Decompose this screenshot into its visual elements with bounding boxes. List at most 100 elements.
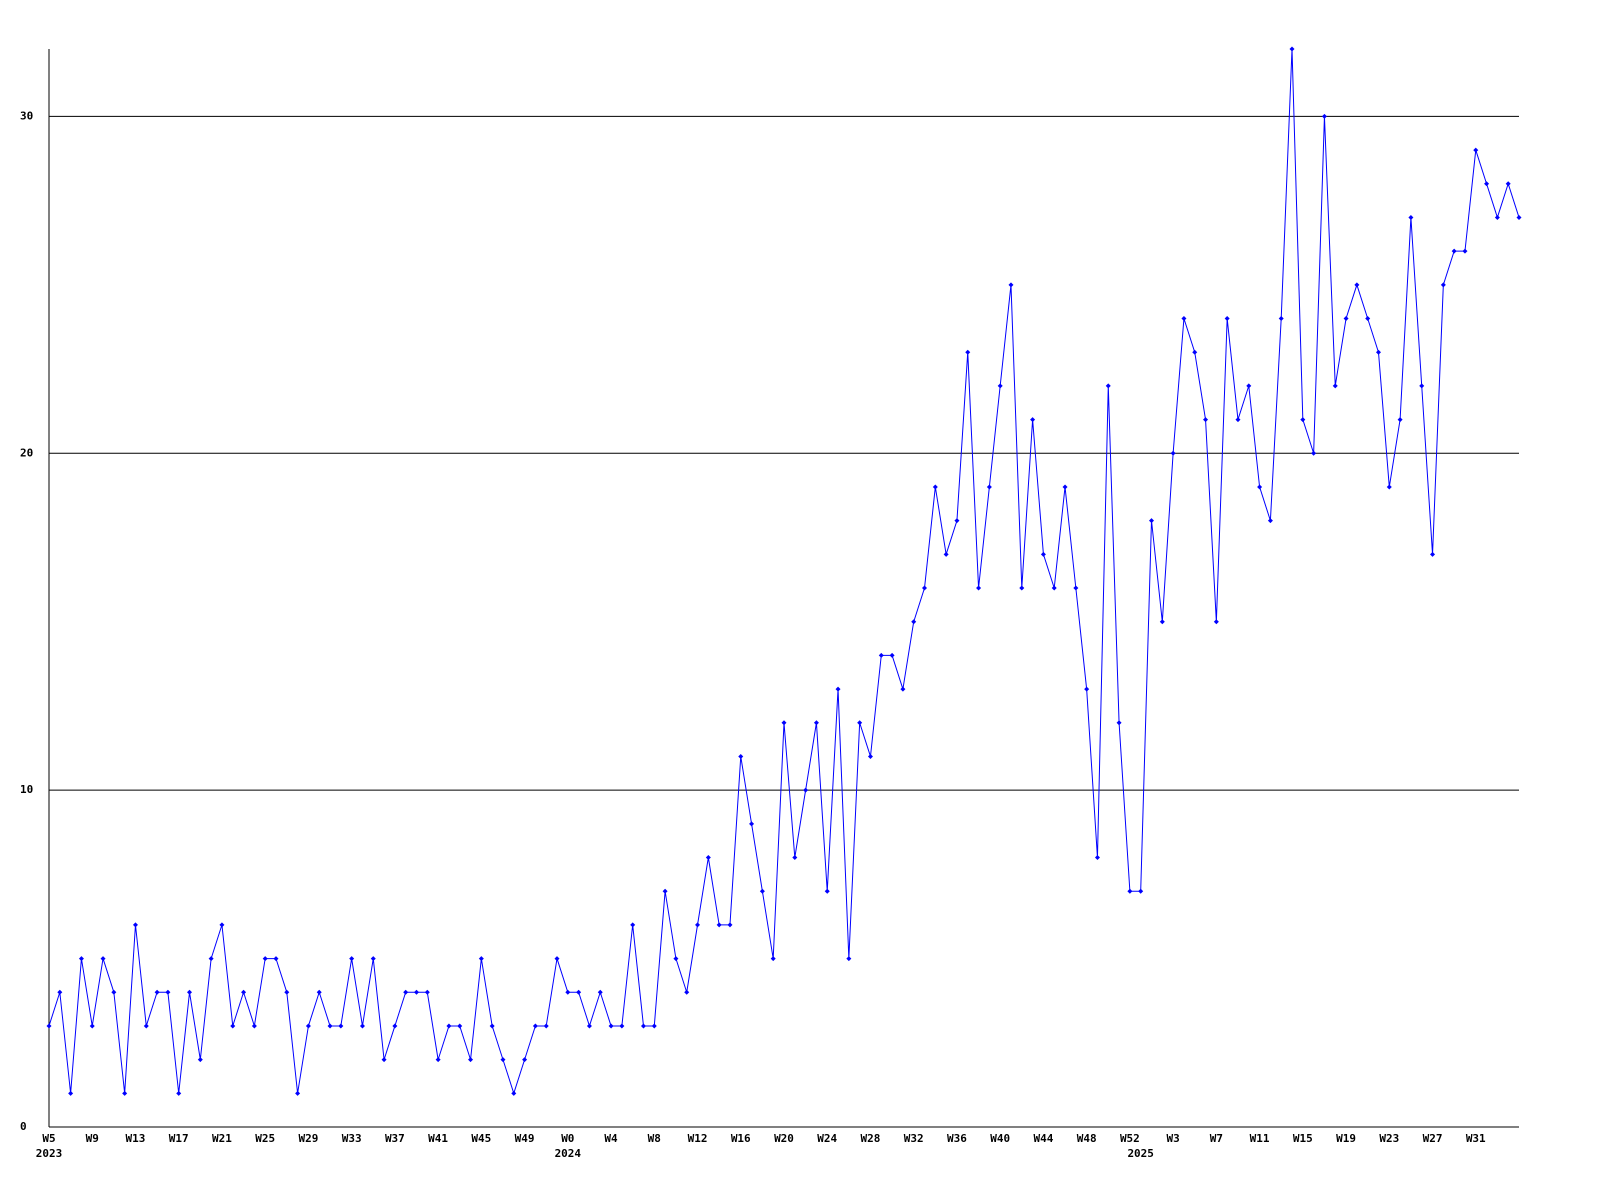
data-point: [1062, 484, 1068, 490]
data-point: [889, 652, 895, 658]
data-point: [1267, 518, 1273, 524]
data-point: [1419, 383, 1425, 389]
data-point: [900, 686, 906, 692]
y-tick-label: 10: [20, 783, 33, 796]
x-tick-label: W19: [1336, 1132, 1356, 1145]
data-point: [554, 956, 560, 962]
x-tick-label: W29: [298, 1132, 318, 1145]
x-tick-label: W11: [1250, 1132, 1270, 1145]
data-point: [1365, 316, 1371, 321]
data-point: [943, 551, 949, 557]
x-tick-label: W45: [471, 1132, 491, 1145]
x-tick-label: W36: [947, 1132, 967, 1145]
data-point: [662, 888, 668, 894]
data-point: [1311, 450, 1317, 456]
x-tick-label: W31: [1466, 1132, 1486, 1145]
data-point: [392, 1023, 398, 1029]
data-point: [640, 1023, 646, 1029]
data-point: [262, 956, 268, 962]
data-point: [759, 888, 765, 894]
data-point: [1462, 248, 1468, 254]
data-point: [414, 989, 419, 995]
data-point: [457, 1023, 463, 1029]
x-tick-label: W8: [648, 1132, 661, 1145]
data-point: [1278, 316, 1284, 321]
x-tick-label: W27: [1423, 1132, 1443, 1145]
data-point: [824, 888, 830, 894]
data-point: [132, 922, 138, 928]
data-point: [522, 1057, 528, 1063]
data-point: [349, 956, 355, 962]
x-tick-label: W25: [255, 1132, 275, 1145]
data-point: [976, 585, 982, 591]
x-tick-label: W40: [990, 1132, 1010, 1145]
data-point: [1192, 349, 1198, 355]
data-point: [1181, 316, 1187, 321]
x-tick-label: W41: [428, 1132, 448, 1145]
data-point: [219, 922, 225, 928]
data-point: [1084, 686, 1090, 692]
x-tick-label: W52: [1120, 1132, 1140, 1145]
data-point: [846, 956, 852, 962]
data-point: [565, 989, 571, 995]
data-point: [1484, 181, 1490, 187]
data-point: [684, 989, 690, 995]
data-point: [1430, 551, 1436, 557]
data-point: [803, 787, 809, 793]
data-point: [1019, 585, 1025, 591]
data-point: [338, 1023, 344, 1029]
data-point: [1138, 888, 1144, 894]
data-point: [1300, 417, 1306, 423]
data-point: [1051, 585, 1057, 591]
data-point: [46, 1023, 52, 1029]
data-point: [1451, 248, 1457, 254]
data-point: [630, 922, 636, 928]
data-point: [305, 1023, 311, 1029]
data-point: [489, 1023, 495, 1029]
data-point: [284, 989, 290, 995]
data-point: [1224, 316, 1230, 321]
data-point: [1440, 282, 1446, 288]
data-point: [273, 956, 279, 962]
data-point: [705, 855, 711, 860]
data-point: [1235, 417, 1241, 423]
x-tick-label: W37: [385, 1132, 405, 1145]
data-point: [89, 1023, 95, 1029]
data-point: [1246, 383, 1252, 389]
data-point: [500, 1057, 506, 1063]
data-point: [1257, 484, 1263, 490]
data-point: [187, 989, 193, 995]
data-point: [1516, 214, 1522, 220]
data-point: [1408, 214, 1414, 220]
data-point: [154, 989, 160, 995]
data-point: [770, 956, 776, 962]
data-point: [1343, 316, 1349, 321]
data-point: [478, 956, 484, 962]
data-point: [68, 1090, 74, 1096]
x-tick-label: W7: [1210, 1132, 1223, 1145]
x-tick-label: W9: [86, 1132, 99, 1145]
data-point: [57, 989, 63, 995]
data-point: [165, 989, 171, 995]
data-point: [954, 518, 960, 524]
data-point: [543, 1023, 549, 1029]
data-point: [468, 1057, 474, 1063]
x-tick-label: W3: [1166, 1132, 1179, 1145]
data-point: [1332, 383, 1338, 389]
data-point: [1040, 551, 1046, 557]
data-point: [532, 1023, 538, 1029]
data-point: [1203, 417, 1209, 423]
y-tick-label: 20: [20, 446, 33, 459]
x-tick-label: W24: [817, 1132, 837, 1145]
data-point: [673, 956, 679, 962]
data-point: [738, 753, 744, 759]
data-point: [197, 1057, 203, 1063]
data-point: [511, 1090, 517, 1096]
data-point: [251, 1023, 257, 1029]
data-point: [651, 1023, 657, 1029]
data-point: [1321, 113, 1327, 119]
data-point: [295, 1090, 301, 1096]
data-point: [813, 720, 819, 726]
